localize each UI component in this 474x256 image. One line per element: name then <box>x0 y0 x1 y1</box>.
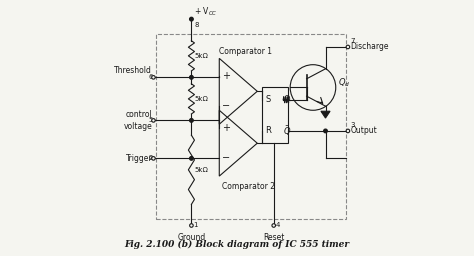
Circle shape <box>190 157 193 160</box>
Text: 7: 7 <box>350 38 355 45</box>
Text: voltage: voltage <box>123 122 152 131</box>
Text: $Q_d$: $Q_d$ <box>338 76 351 89</box>
Text: Threshold: Threshold <box>114 66 152 75</box>
Text: −: − <box>222 153 230 163</box>
Circle shape <box>346 129 350 133</box>
Text: 5kΩ: 5kΩ <box>195 96 209 102</box>
Bar <box>156 34 346 219</box>
Text: +: + <box>222 123 230 133</box>
Text: Ground: Ground <box>177 233 206 242</box>
Text: Comparator 1: Comparator 1 <box>219 47 273 56</box>
Text: R: R <box>265 126 271 135</box>
Text: 5kΩ: 5kΩ <box>195 167 209 173</box>
Text: −: − <box>222 101 230 111</box>
Text: 5: 5 <box>148 118 153 123</box>
Text: Output: Output <box>350 126 377 135</box>
Circle shape <box>190 76 193 79</box>
Text: 4: 4 <box>276 222 280 229</box>
Text: $\bar{Q}$: $\bar{Q}$ <box>283 124 292 138</box>
Text: Q: Q <box>283 95 290 104</box>
Text: 3: 3 <box>350 122 355 129</box>
Circle shape <box>190 17 193 21</box>
Circle shape <box>152 76 155 79</box>
Polygon shape <box>321 111 330 118</box>
Text: control: control <box>126 110 152 119</box>
Circle shape <box>190 224 193 227</box>
Text: + V$_{CC}$: + V$_{CC}$ <box>194 5 218 18</box>
Circle shape <box>324 129 327 133</box>
Circle shape <box>272 224 275 227</box>
Circle shape <box>152 119 155 122</box>
Circle shape <box>190 119 193 122</box>
Text: 1: 1 <box>193 222 198 229</box>
Text: Fig. 2.100 (b) Block diagram of IC 555 timer: Fig. 2.100 (b) Block diagram of IC 555 t… <box>125 240 349 249</box>
Text: 6: 6 <box>148 74 153 80</box>
Text: Reset: Reset <box>263 233 284 242</box>
Circle shape <box>152 157 155 160</box>
Text: S: S <box>265 95 271 104</box>
Text: Discharge: Discharge <box>350 42 389 51</box>
Bar <box>262 88 288 143</box>
Text: 5kΩ: 5kΩ <box>195 53 209 59</box>
Text: 2: 2 <box>148 155 153 161</box>
Text: +: + <box>222 71 230 81</box>
Circle shape <box>346 45 350 49</box>
Text: Comparator 2: Comparator 2 <box>222 183 275 191</box>
Text: Trigger: Trigger <box>126 154 152 163</box>
Text: 8: 8 <box>194 23 199 28</box>
